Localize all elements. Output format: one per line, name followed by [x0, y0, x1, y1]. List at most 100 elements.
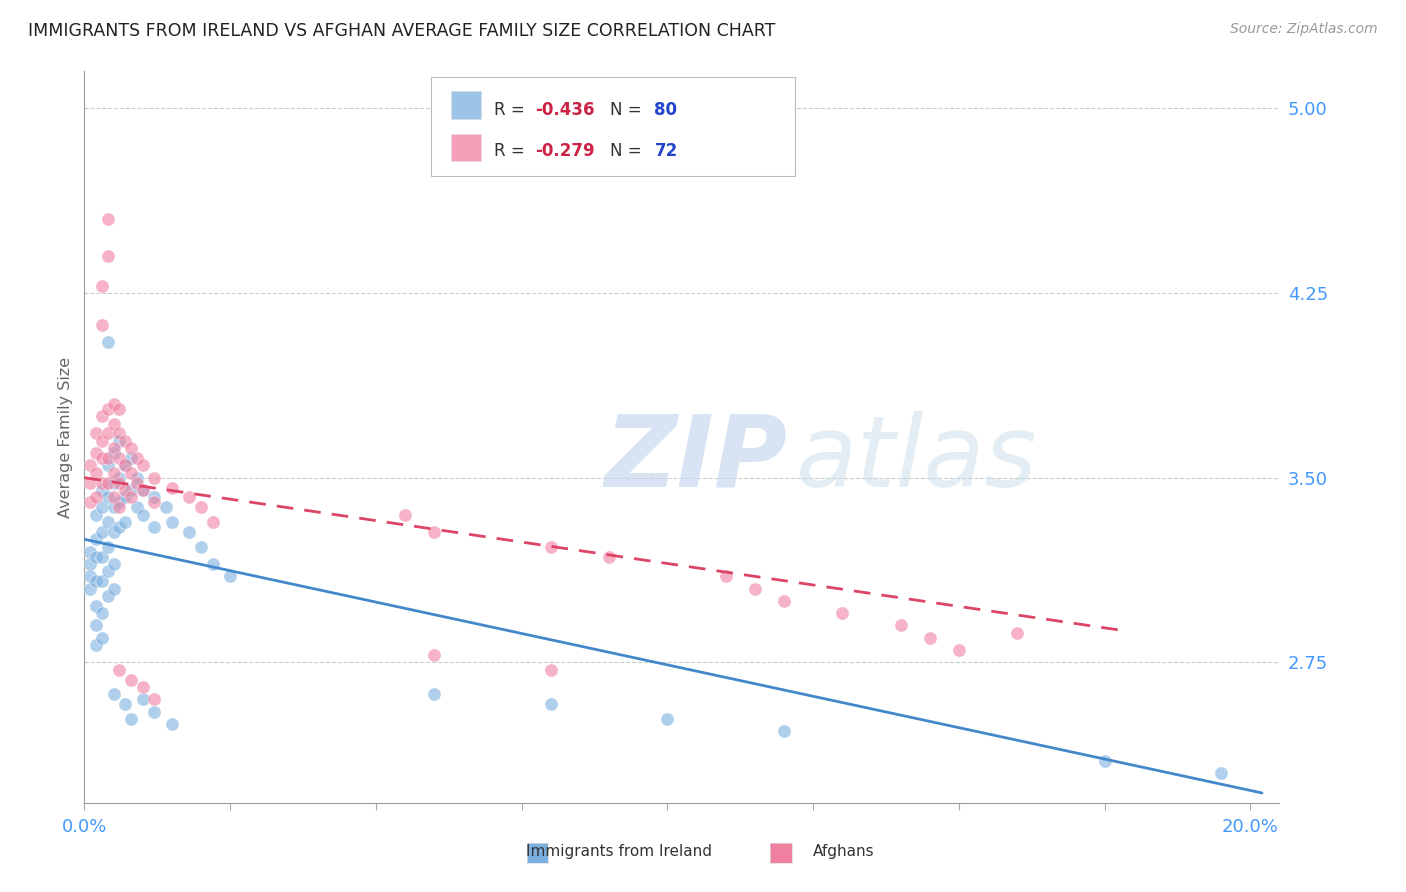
Point	[79, 557, 101, 571]
Point	[90, 434, 112, 448]
Point	[97, 458, 120, 473]
Point	[114, 458, 136, 473]
Point	[120, 673, 142, 687]
Point	[131, 680, 153, 694]
Point	[120, 483, 142, 497]
Point	[131, 458, 153, 473]
Text: N =: N =	[610, 101, 647, 119]
Point	[108, 495, 131, 509]
Point	[84, 466, 107, 480]
Point	[120, 450, 142, 465]
Point	[120, 466, 142, 480]
Point	[143, 471, 166, 485]
Point	[90, 631, 112, 645]
Point	[131, 508, 153, 522]
Text: Immigrants from Ireland: Immigrants from Ireland	[526, 845, 711, 859]
Point	[90, 409, 112, 424]
Point	[97, 335, 120, 350]
Point	[948, 643, 970, 657]
Point	[108, 520, 131, 534]
Text: IMMIGRANTS FROM IRELAND VS AFGHAN AVERAGE FAMILY SIZE CORRELATION CHART: IMMIGRANTS FROM IRELAND VS AFGHAN AVERAG…	[28, 22, 776, 40]
Bar	[451, 92, 481, 120]
Point	[1094, 754, 1116, 768]
Point	[120, 491, 142, 505]
Point	[744, 582, 766, 596]
Point	[90, 549, 112, 564]
Point	[84, 618, 107, 632]
Point	[190, 540, 212, 554]
Point	[97, 450, 120, 465]
Point	[84, 638, 107, 652]
Point	[831, 606, 853, 620]
Text: Source: ZipAtlas.com: Source: ZipAtlas.com	[1230, 22, 1378, 37]
Point	[540, 663, 562, 677]
Point	[423, 688, 446, 702]
Point	[540, 540, 562, 554]
Point	[1211, 766, 1233, 780]
Point	[114, 458, 136, 473]
Point	[103, 397, 125, 411]
Point	[97, 212, 120, 227]
Text: 72: 72	[654, 142, 678, 160]
Point	[114, 515, 136, 529]
Point	[773, 724, 796, 739]
Point	[143, 705, 166, 719]
Point	[103, 446, 125, 460]
Point	[103, 475, 125, 490]
Point	[103, 466, 125, 480]
Point	[120, 441, 142, 455]
Point	[103, 524, 125, 539]
Point	[598, 549, 620, 564]
Point	[103, 557, 125, 571]
Point	[160, 717, 183, 731]
Point	[114, 698, 136, 712]
Point	[84, 446, 107, 460]
Point	[131, 483, 153, 497]
Text: ZIP: ZIP	[605, 410, 787, 508]
Point	[108, 500, 131, 515]
Point	[125, 475, 148, 490]
Point	[160, 515, 183, 529]
Point	[79, 569, 101, 583]
Text: atlas: atlas	[796, 410, 1038, 508]
Point	[114, 483, 136, 497]
Point	[108, 426, 131, 441]
Point	[179, 491, 201, 505]
Point	[90, 278, 112, 293]
Point	[160, 481, 183, 495]
Point	[84, 426, 107, 441]
Point	[114, 434, 136, 448]
Point	[97, 475, 120, 490]
Point	[918, 631, 941, 645]
Point	[423, 524, 446, 539]
Point	[423, 648, 446, 662]
Point	[103, 500, 125, 515]
Point	[97, 491, 120, 505]
Point	[773, 594, 796, 608]
Point	[714, 569, 737, 583]
Point	[79, 582, 101, 596]
Point	[108, 663, 131, 677]
Point	[143, 692, 166, 706]
Point	[90, 475, 112, 490]
Point	[394, 508, 416, 522]
Point	[179, 524, 201, 539]
Point	[120, 712, 142, 726]
Y-axis label: Average Family Size: Average Family Size	[58, 357, 73, 517]
Point	[97, 564, 120, 578]
Point	[84, 574, 107, 589]
Point	[84, 549, 107, 564]
Point	[79, 458, 101, 473]
Point	[79, 475, 101, 490]
Point	[108, 475, 131, 490]
Point	[131, 692, 153, 706]
Point	[97, 426, 120, 441]
Point	[125, 471, 148, 485]
Point	[79, 544, 101, 558]
Point	[540, 698, 562, 712]
Point	[90, 606, 112, 620]
Point	[108, 401, 131, 416]
Point	[103, 441, 125, 455]
Point	[114, 491, 136, 505]
Point	[79, 495, 101, 509]
